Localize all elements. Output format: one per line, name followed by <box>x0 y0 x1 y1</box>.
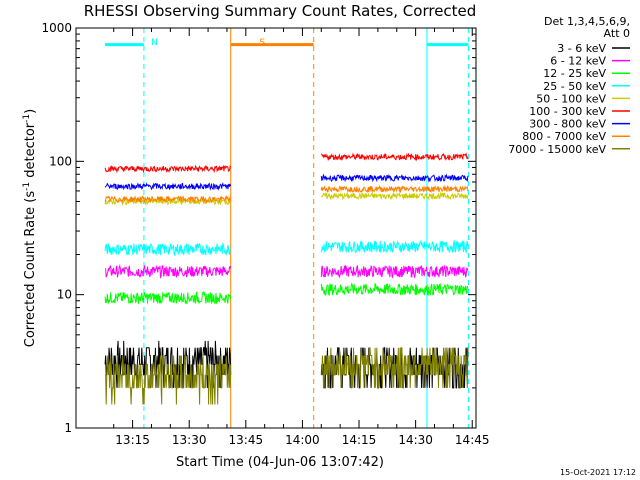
series-line-segment-1 <box>104 195 232 204</box>
x-axis-label: Start Time (04-Jun-06 13:07:42) <box>176 455 384 470</box>
series-300-800-kev <box>104 173 469 191</box>
series-800-7000-kev <box>104 184 469 204</box>
x-tick-label: 14:15 <box>342 433 377 447</box>
y-tick-label: 1 <box>64 421 72 435</box>
series-layer <box>104 152 469 405</box>
series-line-segment-2 <box>320 152 469 162</box>
y-tick-label: 10 <box>57 288 72 302</box>
series-6-12-kev <box>104 263 469 280</box>
series-50-100-kev <box>104 191 469 207</box>
series-7000-15000-kev <box>105 347 469 405</box>
series-line-segment-1 <box>105 355 232 405</box>
series-line-segment-2 <box>320 184 469 194</box>
series-12-25-kev <box>104 282 469 305</box>
legend-label-12-25-kev: 12 - 25 keV <box>543 67 606 80</box>
legend-label-300-800-kev: 300 - 800 keV <box>529 118 606 131</box>
x-axis: 13:15 13:30 13:45 14:00 14:15 14:30 14:45 <box>113 28 490 447</box>
series-line-segment-2 <box>320 239 469 254</box>
x-tick-label: 14:00 <box>285 433 320 447</box>
y-axis-label: Corrected Count Rate (s-1 detector-1) <box>22 109 38 347</box>
night-label: N <box>151 38 158 48</box>
legend-header-line-1: Det 1,3,4,5,6,9, <box>544 15 630 28</box>
series-line-segment-2 <box>320 191 469 201</box>
plot-frame <box>75 27 477 429</box>
series-line-segment-1 <box>104 290 232 305</box>
y-axis-label-exp-2: -1 <box>22 114 32 123</box>
series-line-segment-2 <box>321 347 469 389</box>
series-line-segment-1 <box>104 242 231 257</box>
series-line-segment-2 <box>320 264 469 279</box>
series-25-50-kev <box>104 239 469 257</box>
series-line-segment-2 <box>320 282 469 297</box>
x-tick-label: 13:30 <box>172 433 207 447</box>
series-line-segment-1 <box>104 196 232 207</box>
series-line-segment-2 <box>320 173 469 183</box>
legend-label-25-50-kev: 25 - 50 keV <box>543 80 606 93</box>
x-tick-label: 14:30 <box>398 433 433 447</box>
legend-label-7000-15000-kev: 7000 - 15000 keV <box>508 143 606 156</box>
y-tick-label: 100 <box>49 154 72 168</box>
x-tick-label: 14:45 <box>455 433 490 447</box>
legend-label-50-100-kev: 50 - 100 keV <box>536 92 606 105</box>
y-axis: 1 10 100 1000 <box>41 21 476 435</box>
y-tick-label: 1000 <box>41 21 72 35</box>
saa-label: S <box>259 38 265 48</box>
chart-title: RHESSI Observing Summary Count Rates, Co… <box>84 2 477 20</box>
y-axis-label-part-2: detector <box>23 122 38 182</box>
footer-date: 15-Oct-2021 17:12 <box>560 468 636 477</box>
series-line-segment-1 <box>104 182 232 191</box>
legend-label-6-12-kev: 6 - 12 keV <box>550 55 606 68</box>
legend-header-line-2: Att 0 <box>604 27 630 40</box>
series-100-300-kev <box>104 152 469 174</box>
x-tick-label: 13:45 <box>229 433 264 447</box>
series-line-segment-1 <box>104 340 232 388</box>
series-line-segment-1 <box>104 263 232 280</box>
x-tick-label: 13:15 <box>115 433 150 447</box>
y-axis-label-exp-1: -1 <box>22 182 32 191</box>
y-axis-label-part-1: Corrected Count Rate (s <box>23 191 38 348</box>
y-axis-label-part-3: ) <box>23 109 38 114</box>
legend-label-800-7000-kev: 800 - 7000 keV <box>522 130 606 143</box>
series-line-segment-1 <box>104 164 231 174</box>
legend-label-3-6-kev: 3 - 6 keV <box>557 42 606 55</box>
legend-label-100-300-kev: 100 - 300 keV <box>529 105 606 118</box>
